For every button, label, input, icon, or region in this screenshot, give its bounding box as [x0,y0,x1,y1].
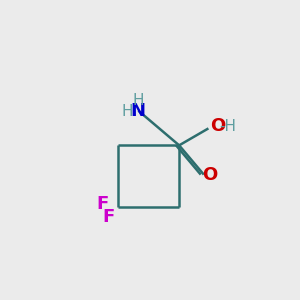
Text: H: H [133,93,144,108]
Text: N: N [131,103,146,121]
Text: F: F [96,195,108,213]
Text: O: O [210,117,225,135]
Text: O: O [202,166,218,184]
Text: -H: -H [219,118,236,134]
Text: F: F [102,208,114,226]
Text: H: H [122,104,133,119]
